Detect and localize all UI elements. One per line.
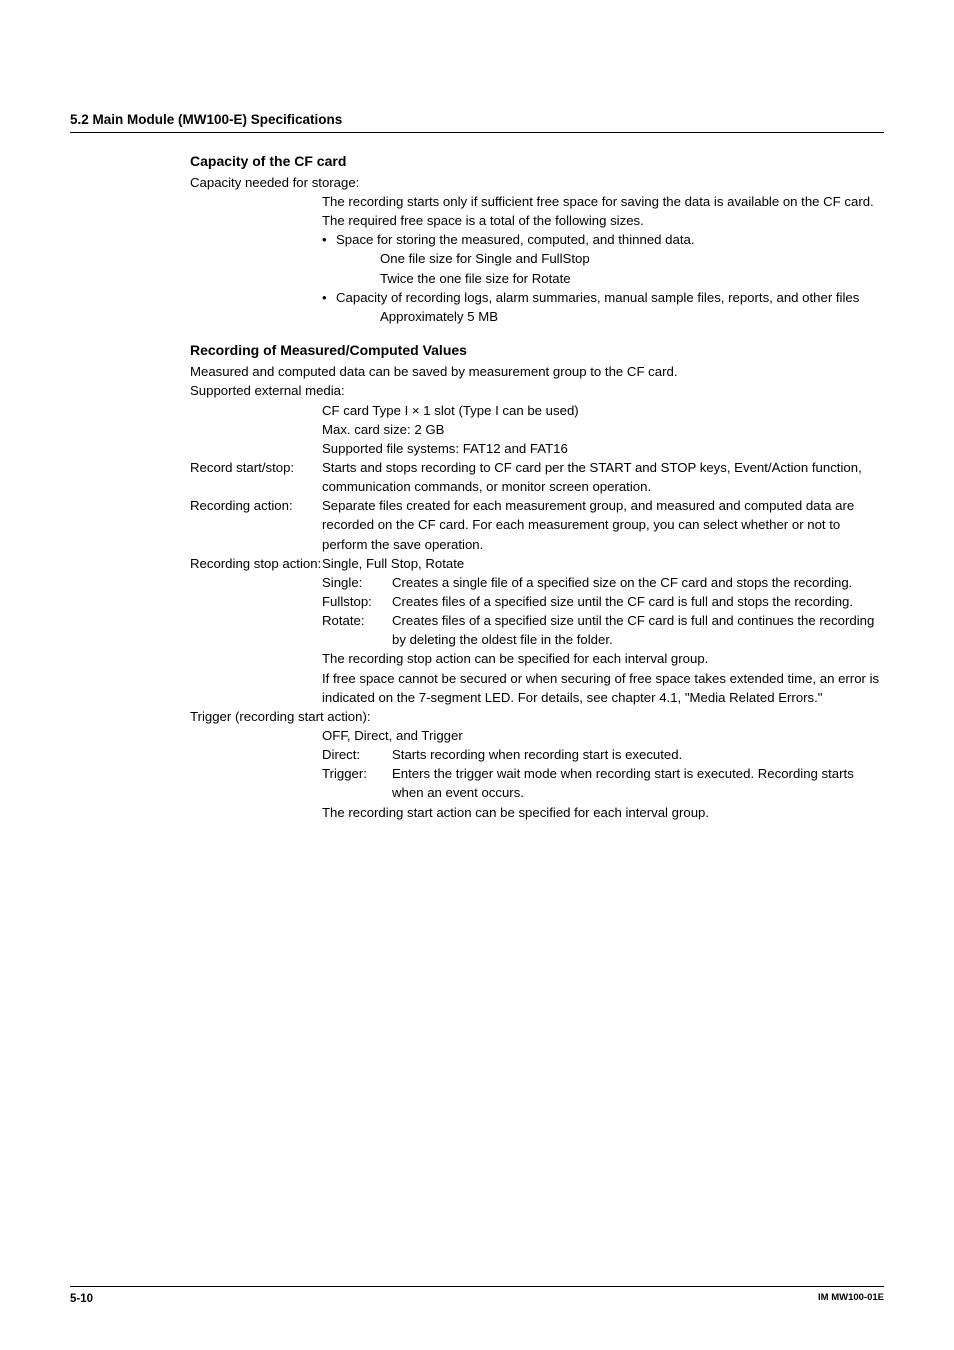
cf-p1: The recording starts only if sufficient … (322, 192, 884, 230)
single-label: Single: (322, 573, 392, 592)
direct-row: Direct: Starts recording when recording … (322, 745, 884, 764)
stopaction-label: Recording stop action: (190, 554, 322, 573)
trig-label: Trigger: (322, 764, 392, 802)
rotate-label: Rotate: (322, 611, 392, 649)
cf-b1-text: Space for storing the measured, computed… (336, 230, 695, 249)
startstop-value: Starts and stops recording to CF card pe… (322, 458, 884, 496)
rec-p1: Measured and computed data can be saved … (190, 362, 884, 381)
media-label: Supported external media: (190, 381, 884, 400)
stop-action-row: Recording stop action: Single, Full Stop… (190, 554, 884, 573)
startstop-label: Record start/stop: (190, 458, 322, 496)
cf-title: Capacity of the CF card (190, 151, 884, 171)
fullstop-label: Fullstop: (322, 592, 392, 611)
media-2: Max. card size: 2 GB (322, 420, 884, 439)
page-footer: 5-10 IM MW100-01E (70, 1286, 884, 1308)
fullstop-value: Creates files of a specified size until … (392, 592, 884, 611)
cf-b1b: Twice the one file size for Rotate (380, 269, 884, 288)
single-value: Creates a single file of a specified siz… (392, 573, 884, 592)
stopaction-inline: Single, Full Stop, Rotate (322, 554, 884, 573)
cf-b1a: One file size for Single and FullStop (380, 249, 884, 268)
action-label: Recording action: (190, 496, 322, 553)
page-number: 5-10 (70, 1291, 93, 1308)
record-startstop-row: Record start/stop: Starts and stops reco… (190, 458, 884, 496)
stop-note1: The recording stop action can be specifi… (322, 649, 884, 668)
rotate-row: Rotate: Creates files of a specified siz… (322, 611, 884, 649)
cf-bullet-1: • Space for storing the measured, comput… (322, 230, 884, 249)
media-1: CF card Type I × 1 slot (Type I can be u… (322, 401, 884, 420)
section-header: 5.2 Main Module (MW100-E) Specifications (70, 112, 342, 127)
trigger-note: The recording start action can be specif… (322, 803, 884, 822)
trigger-label: Trigger (recording start action): (190, 707, 884, 726)
cf-bullet-2: • Capacity of recording logs, alarm summ… (322, 288, 884, 307)
bullet-icon: • (322, 230, 336, 249)
direct-value: Starts recording when recording start is… (392, 745, 884, 764)
rotate-value: Creates files of a specified size until … (392, 611, 884, 649)
trigger-row: Trigger: Enters the trigger wait mode wh… (322, 764, 884, 802)
single-row: Single: Creates a single file of a speci… (322, 573, 884, 592)
cf-b2-text: Capacity of recording logs, alarm summar… (336, 288, 859, 307)
rec-title: Recording of Measured/Computed Values (190, 340, 884, 360)
trig-value: Enters the trigger wait mode when record… (392, 764, 884, 802)
recording-action-row: Recording action: Separate files created… (190, 496, 884, 553)
bullet-icon: • (322, 288, 336, 307)
action-value: Separate files created for each measurem… (322, 496, 884, 553)
media-3: Supported file systems: FAT12 and FAT16 (322, 439, 884, 458)
cf-b2a: Approximately 5 MB (380, 307, 884, 326)
direct-label: Direct: (322, 745, 392, 764)
cf-lead-label: Capacity needed for storage: (190, 173, 884, 192)
fullstop-row: Fullstop: Creates files of a specified s… (322, 592, 884, 611)
trigger-opts: OFF, Direct, and Trigger (322, 726, 884, 745)
doc-id: IM MW100-01E (818, 1291, 884, 1308)
stop-note2: If free space cannot be secured or when … (322, 669, 884, 707)
